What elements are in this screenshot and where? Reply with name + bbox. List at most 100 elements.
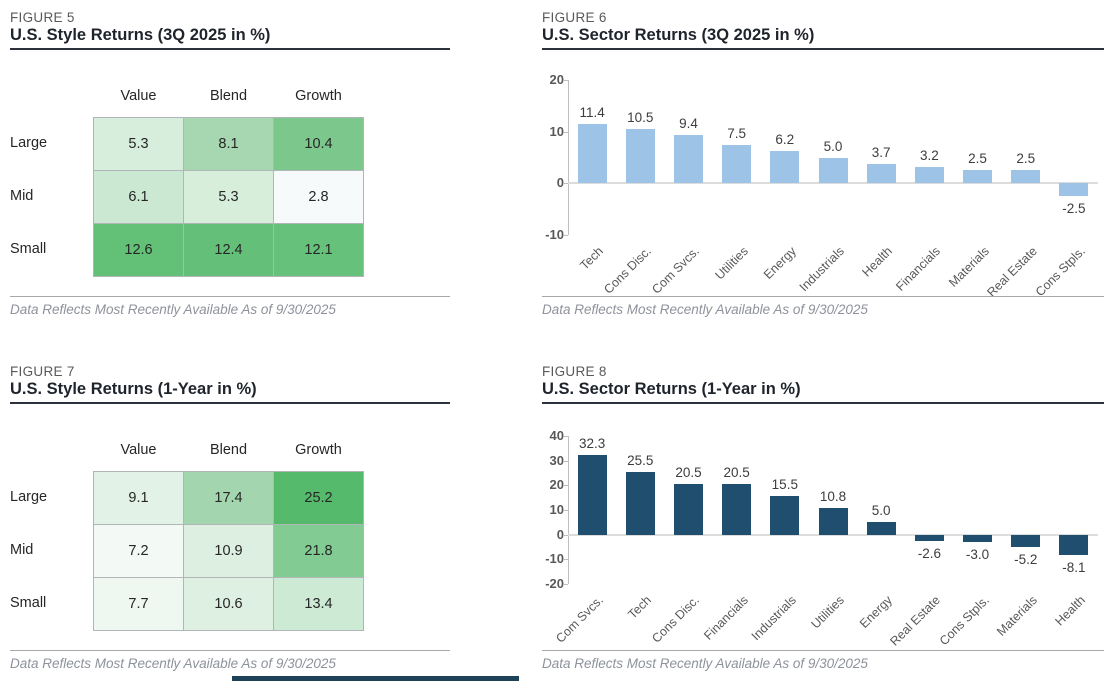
bar bbox=[722, 484, 752, 535]
bar-value-label: 32.3 bbox=[578, 435, 606, 451]
bar-value-label: -3.0 bbox=[965, 547, 990, 563]
row-label: Large bbox=[10, 489, 48, 505]
x-axis-label: Utilities bbox=[712, 244, 751, 283]
bar-value-label: -8.1 bbox=[1062, 559, 1086, 575]
y-axis-tick-label: 10 bbox=[549, 123, 564, 139]
footnote-text: Data Reflects Most Recently Available As… bbox=[10, 302, 336, 317]
y-axis-tick-label: -20 bbox=[545, 576, 564, 591]
x-axis-label: Cons Stpls. bbox=[1032, 244, 1088, 300]
y-axis-tick-label: 10 bbox=[549, 502, 564, 517]
y-axis-tickmark bbox=[563, 436, 568, 437]
bar-value-label: -5.2 bbox=[1014, 552, 1038, 568]
bar bbox=[1059, 534, 1089, 555]
figure-label: FIGURE 7 bbox=[10, 364, 75, 379]
bar bbox=[914, 166, 944, 184]
y-axis-tick-label: 20 bbox=[549, 72, 564, 87]
y-axis-tickmark bbox=[563, 584, 568, 585]
bar bbox=[577, 454, 607, 535]
bar bbox=[963, 534, 993, 543]
column-header: Value bbox=[120, 88, 157, 104]
figure-7-panel: FIGURE 7 U.S. Style Returns (1-Year in %… bbox=[10, 362, 450, 678]
y-axis-line bbox=[568, 436, 569, 584]
style-table: Value Blend Growth Large Mid Small 9.1 17.4 25.2… bbox=[10, 362, 450, 678]
style-cell: 10.6 bbox=[184, 578, 273, 630]
style-cell: 7.7 bbox=[94, 578, 183, 630]
chart-title: U.S. Sector Returns (1-Year in %) bbox=[542, 380, 801, 398]
column-header: Value bbox=[120, 442, 157, 458]
footnote-text: Data Reflects Most Recently Available As… bbox=[10, 656, 336, 671]
figure-label: FIGURE 5 bbox=[10, 10, 75, 25]
bar bbox=[577, 124, 607, 184]
style-cell: 5.3 bbox=[94, 118, 183, 170]
footnote: Data Reflects Most Recently Available As… bbox=[10, 650, 450, 671]
bar-value-label: 3.7 bbox=[871, 145, 891, 161]
y-axis-tick-label: -10 bbox=[545, 227, 564, 242]
style-cell: 12.6 bbox=[94, 224, 183, 276]
y-axis-tick-label: 40 bbox=[549, 428, 564, 443]
bar-value-label: 10.8 bbox=[819, 489, 847, 505]
y-axis-tickmark bbox=[563, 559, 568, 561]
bar-value-label: 2.5 bbox=[1016, 151, 1036, 167]
footnote: Data Reflects Most Recently Available As… bbox=[542, 650, 1104, 671]
column-header: Blend bbox=[209, 88, 248, 104]
style-grid: 9.1 17.4 25.2 7.2 10.9 21.8 7.7 10.6 13.4 bbox=[93, 471, 364, 631]
y-axis-tickmark bbox=[563, 131, 568, 133]
zero-line bbox=[568, 533, 1098, 536]
bar bbox=[866, 164, 896, 184]
bar bbox=[963, 170, 993, 184]
x-axis-label: Com Svcs. bbox=[649, 244, 703, 297]
y-axis-tickmark bbox=[563, 485, 568, 487]
style-cell: 9.1 bbox=[94, 472, 183, 524]
chart-title: U.S. Style Returns (1-Year in %) bbox=[10, 380, 257, 398]
title-rule bbox=[542, 402, 1104, 404]
title-rule bbox=[10, 402, 450, 404]
bar bbox=[625, 471, 655, 535]
column-header: Growth bbox=[295, 88, 342, 104]
row-label: Large bbox=[10, 135, 48, 151]
y-axis-tickmark bbox=[563, 80, 568, 81]
footnote: Data Reflects Most Recently Available As… bbox=[542, 296, 1104, 317]
bar-chart: 40 30 20 10 0 -10 -20 32.3 Com Svcs. 25.5 Tech 20.5… bbox=[542, 362, 1104, 678]
bar-chart: 20 10 0 -10 11.4 Tech 10.5 Cons Disc. 9.4 Com Svc… bbox=[542, 8, 1104, 354]
figure-8-panel: FIGURE 8 U.S. Sector Returns (1-Year in … bbox=[542, 362, 1104, 678]
x-axis-label: Cons Disc. bbox=[601, 244, 655, 297]
chart-title: U.S. Sector Returns (3Q 2025 in %) bbox=[542, 26, 815, 44]
bar-value-label: 5.0 bbox=[823, 138, 843, 154]
chart-title: U.S. Style Returns (3Q 2025 in %) bbox=[10, 26, 271, 44]
bar bbox=[625, 129, 655, 184]
bar-value-label: 20.5 bbox=[675, 465, 702, 481]
row-label: Small bbox=[10, 595, 47, 611]
style-cell: 7.2 bbox=[94, 525, 183, 577]
footnote-text: Data Reflects Most Recently Available As… bbox=[542, 302, 868, 317]
bar bbox=[1059, 183, 1089, 197]
y-axis-tickmark bbox=[563, 534, 568, 536]
bar bbox=[1011, 534, 1041, 548]
bar bbox=[866, 522, 896, 535]
column-header: Blend bbox=[209, 442, 248, 458]
bar-value-label: 5.0 bbox=[871, 503, 891, 519]
y-axis-tick-label: 0 bbox=[556, 526, 564, 542]
style-cell: 6.1 bbox=[94, 171, 183, 223]
figure-5-panel: FIGURE 5 U.S. Style Returns (3Q 2025 in … bbox=[10, 8, 450, 354]
column-header: Growth bbox=[295, 442, 342, 458]
y-axis-tick-label: 20 bbox=[549, 477, 564, 493]
bar-value-label: 25.5 bbox=[627, 452, 654, 468]
style-cell: 12.4 bbox=[184, 224, 273, 276]
y-axis-tickmark bbox=[563, 235, 568, 236]
title-rule bbox=[10, 48, 450, 50]
bar-value-label: -2.5 bbox=[1062, 201, 1086, 217]
style-cell: 17.4 bbox=[184, 472, 273, 524]
zero-line bbox=[568, 182, 1098, 185]
y-axis-tickmark bbox=[563, 510, 568, 511]
footnote: Data Reflects Most Recently Available As… bbox=[10, 296, 450, 317]
x-axis-label: Financials bbox=[893, 244, 944, 294]
y-axis-line bbox=[568, 80, 569, 235]
style-cell: 8.1 bbox=[184, 118, 273, 170]
bar bbox=[770, 496, 800, 535]
bar-value-label: 10.5 bbox=[627, 110, 654, 126]
bar bbox=[1011, 170, 1041, 184]
y-axis-tickmark bbox=[563, 183, 568, 185]
figure-6-panel: FIGURE 6 U.S. Sector Returns (3Q 2025 in… bbox=[542, 8, 1104, 354]
bar bbox=[914, 534, 944, 542]
bar bbox=[673, 484, 703, 535]
